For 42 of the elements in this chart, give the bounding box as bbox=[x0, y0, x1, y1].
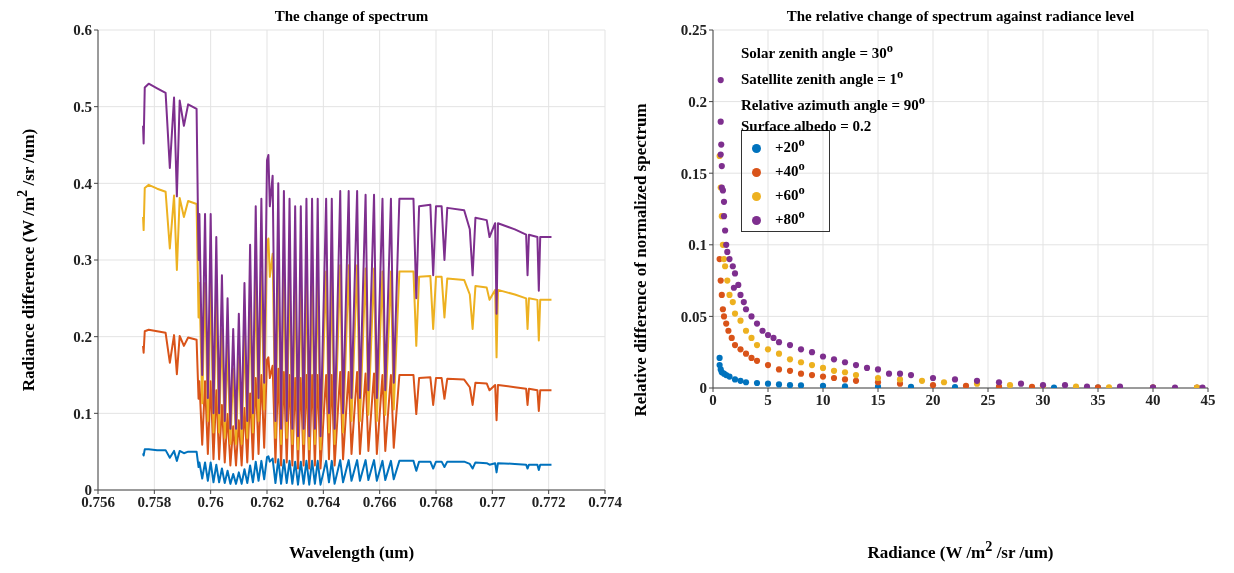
x-tick-label: 15 bbox=[870, 391, 886, 408]
y-tick-label: 0.1 bbox=[73, 405, 92, 422]
legend-label: +60$^{o}$ bbox=[775, 183, 805, 203]
y-tick-label: 0.4 bbox=[73, 175, 93, 192]
x-tick-label: 0.76 bbox=[197, 493, 225, 510]
x-tick-label: 10 bbox=[815, 391, 831, 408]
annotation: Relative azimuth angle = 90$^{o}$ bbox=[741, 93, 925, 113]
x-axis-title: Wavelength (um) bbox=[288, 543, 415, 562]
y-tick-label: 0.15 bbox=[680, 165, 707, 182]
x-tick-label: 5 bbox=[764, 391, 772, 408]
chart-title: The change of spectrum bbox=[274, 8, 429, 24]
x-tick-label: 0.764 bbox=[306, 493, 341, 510]
chart-title: The relative change of spectrum against radiance level bbox=[786, 8, 1135, 24]
x-tick-label: 30 bbox=[1035, 391, 1051, 408]
y-tick-label: 0.05 bbox=[680, 308, 707, 325]
y-tick-label: 0 bbox=[699, 380, 707, 397]
x-axis-title: Radiance (W /m$^{2}$ /sr /um) bbox=[867, 538, 1054, 562]
x-tick-label: 0.772 bbox=[531, 493, 566, 510]
x-tick-label: 25 bbox=[980, 391, 996, 408]
x-tick-label: 0.77 bbox=[479, 493, 506, 510]
y-tick-label: 0.2 bbox=[73, 328, 92, 345]
x-tick-label: 0.768 bbox=[419, 493, 453, 510]
y-tick-label: 0.25 bbox=[680, 22, 707, 39]
x-tick-label: 35 bbox=[1090, 391, 1106, 408]
y-axis-title: Relative difference of normalized spectrum bbox=[631, 103, 650, 417]
x-tick-label: 0.774 bbox=[588, 493, 623, 510]
legend-label: +40$^{o}$ bbox=[775, 159, 805, 179]
legend-label: +20$^{o}$ bbox=[775, 135, 805, 155]
x-tick-label: 20 bbox=[925, 391, 941, 408]
y-tick-label: 0.3 bbox=[73, 252, 92, 269]
y-tick-label: 0.2 bbox=[688, 93, 707, 110]
annotation: Solar zenith angle = 30$^{o}$ bbox=[741, 41, 894, 61]
y-tick-label: 0.5 bbox=[73, 98, 92, 115]
x-tick-label: 0.758 bbox=[137, 493, 172, 510]
x-tick-label: 40 bbox=[1145, 391, 1161, 408]
legend-label: +80$^{o}$ bbox=[775, 207, 805, 227]
x-tick-label: 0.766 bbox=[362, 493, 398, 510]
y-tick-label: 0.6 bbox=[73, 22, 93, 39]
y-tick-label: 0.1 bbox=[688, 237, 707, 254]
x-tick-label: 45 bbox=[1200, 391, 1216, 408]
x-tick-label: 0.762 bbox=[250, 493, 284, 510]
annotation: Satellite zenith angle = 1$^{o}$ bbox=[741, 67, 904, 87]
